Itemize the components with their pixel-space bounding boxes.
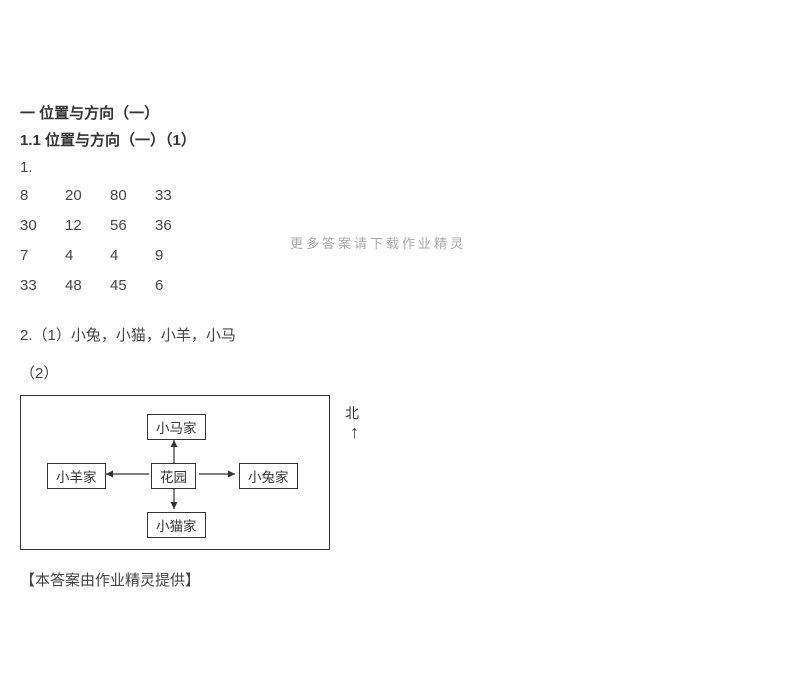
node-right: 小兔家 xyxy=(239,463,298,489)
node-bottom: 小猫家 xyxy=(147,512,206,538)
footer-attribution: 【本答案由作业精灵提供】 xyxy=(20,569,780,590)
diagram-border: 小马家 小羊家 花园 小兔家 小猫家 xyxy=(20,395,330,550)
table-cell: 6 xyxy=(155,271,200,301)
table-cell: 56 xyxy=(110,211,155,241)
question-2-part2: （2） xyxy=(20,359,780,389)
node-center: 花园 xyxy=(151,463,196,489)
table-cell: 4 xyxy=(65,241,110,271)
direction-diagram: 小马家 小羊家 花园 小兔家 小猫家 北 ↑ xyxy=(20,395,375,555)
table-cell: 45 xyxy=(110,271,155,301)
table-cell: 30 xyxy=(20,211,65,241)
table-cell: 20 xyxy=(65,181,110,211)
table-row: 8 20 80 33 xyxy=(20,181,200,211)
table-cell: 8 xyxy=(20,181,65,211)
node-left: 小羊家 xyxy=(47,463,106,489)
table-row: 7 4 4 9 xyxy=(20,241,200,271)
chapter-heading: 一 位置与方向（一） xyxy=(20,100,780,127)
table-cell: 12 xyxy=(65,211,110,241)
section-heading: 1.1 位置与方向（一）（1） xyxy=(20,127,780,154)
table-row: 30 12 56 36 xyxy=(20,211,200,241)
question-1-number: 1. xyxy=(20,154,780,181)
answer-table: 8 20 80 33 30 12 56 36 7 4 4 9 33 48 45 … xyxy=(20,181,200,301)
north-label: 北 xyxy=(345,403,359,423)
table-cell: 33 xyxy=(20,271,65,301)
table-cell: 36 xyxy=(155,211,200,241)
question-2-part1: 2.（1）小兔，小猫，小羊，小马 xyxy=(20,321,780,351)
watermark-text: 更多答案请下载作业精灵 xyxy=(290,233,466,252)
table-row: 33 48 45 6 xyxy=(20,271,200,301)
node-top: 小马家 xyxy=(147,414,206,440)
table-cell: 33 xyxy=(155,181,200,211)
table-cell: 4 xyxy=(110,241,155,271)
north-arrow-icon: ↑ xyxy=(350,423,359,441)
table-cell: 7 xyxy=(20,241,65,271)
table-cell: 48 xyxy=(65,271,110,301)
table-cell: 80 xyxy=(110,181,155,211)
table-cell: 9 xyxy=(155,241,200,271)
